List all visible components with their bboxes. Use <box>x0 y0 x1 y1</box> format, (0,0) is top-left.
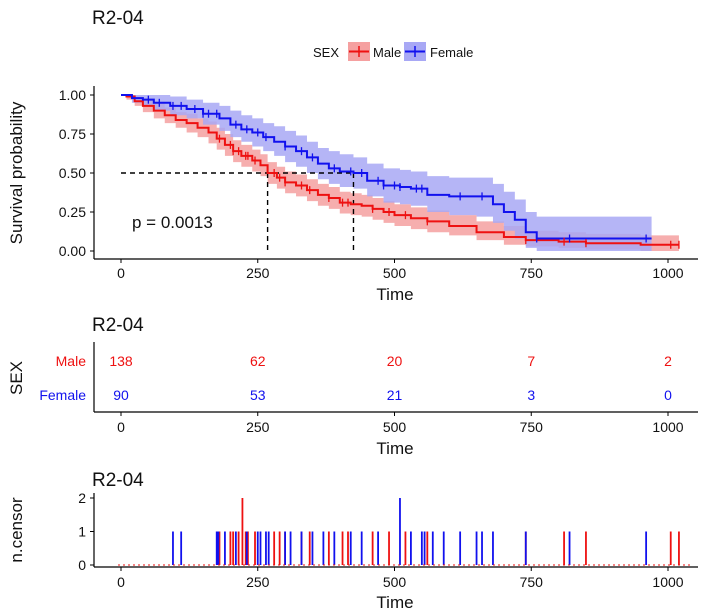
censor-x-tick-label: 1000 <box>652 574 683 590</box>
risk-x-label: Time <box>376 439 413 458</box>
censor-y-label: n.censor <box>7 497 26 563</box>
survival-x-tick-label: 250 <box>246 265 270 281</box>
risk-y-label: SEX <box>7 361 26 395</box>
risk-cell-female: 3 <box>527 387 535 403</box>
censor-x-ticks: 0 250 500 750 1000 <box>117 567 684 590</box>
risk-cell-male: 20 <box>387 353 403 369</box>
legend-label-female: Female <box>430 45 473 60</box>
risk-cell-male: 138 <box>109 353 133 369</box>
risk-cell-female: 90 <box>113 387 129 403</box>
censor-x-tick-label: 750 <box>520 574 544 590</box>
risk-cell-male: 7 <box>527 353 535 369</box>
censor-panel: R2-04 0 1 2 0 250 500 750 1000 Time n.censor <box>7 470 698 612</box>
censor-y-tick-label: 2 <box>78 490 86 506</box>
confidence-bands <box>121 95 679 251</box>
censor-y-tick-label: 1 <box>78 524 86 540</box>
survival-x-ticks: 0 250 500 750 1000 <box>117 259 684 281</box>
survival-y-tick-label: 0.00 <box>59 243 86 259</box>
legend-label-male: Male <box>373 45 401 60</box>
survival-y-label: Survival probability <box>7 101 26 244</box>
risk-cell-male: 2 <box>664 353 672 369</box>
risk-cell-female: 0 <box>664 387 672 403</box>
survival-x-tick-label: 1000 <box>652 265 683 281</box>
risk-x-tick-label: 1000 <box>652 419 683 435</box>
survival-panel: R2-04 SEX Male Female 0.00 0.25 0.50 0.75 1.… <box>7 8 698 304</box>
survival-x-tick-label: 0 <box>117 265 125 281</box>
survival-y-tick-label: 0.50 <box>59 165 86 181</box>
censor-x-tick-label: 500 <box>383 574 407 590</box>
survival-line-female <box>121 94 652 240</box>
risk-x-tick-label: 0 <box>117 419 125 435</box>
risk-table-panel: R2-04 138 62 20 7 2 90 53 21 3 0 Male Female 0 250 5… <box>7 315 698 458</box>
risk-x-tick-label: 500 <box>383 419 407 435</box>
risk-x-tick-label: 250 <box>246 419 270 435</box>
p-value-annotation: p = 0.0013 <box>132 213 213 232</box>
risk-x-tick-label: 750 <box>520 419 544 435</box>
censor-y-tick-label: 0 <box>78 557 86 573</box>
risk-table-title: R2-04 <box>92 315 144 336</box>
survival-title: R2-04 <box>92 8 144 29</box>
censor-y-ticks: 0 1 2 <box>78 490 94 573</box>
censor-bars <box>172 498 680 565</box>
risk-x-ticks: 0 250 500 750 1000 <box>117 412 684 435</box>
risk-table-row-labels: Male Female <box>39 353 86 403</box>
survival-x-label: Time <box>376 285 413 304</box>
survival-y-tick-label: 1.00 <box>59 87 86 103</box>
legend: SEX Male Female <box>313 42 473 61</box>
censor-x-tick-label: 250 <box>246 574 270 590</box>
risk-table-cells: 138 62 20 7 2 90 53 21 3 0 <box>109 353 672 403</box>
censor-x-label: Time <box>376 593 413 612</box>
risk-cell-female: 53 <box>250 387 266 403</box>
risk-row-label-female: Female <box>39 387 86 403</box>
legend-title: SEX <box>313 45 339 60</box>
survival-y-ticks: 0.00 0.25 0.50 0.75 1.00 <box>59 87 94 259</box>
median-lines <box>121 172 355 252</box>
censor-marks <box>147 95 680 249</box>
confidence-band-female <box>121 95 652 251</box>
risk-row-label-male: Male <box>56 353 87 369</box>
survival-y-tick-label: 0.25 <box>59 204 86 220</box>
survival-x-tick-label: 500 <box>383 265 407 281</box>
survival-x-tick-label: 750 <box>520 265 544 281</box>
risk-cell-male: 62 <box>250 353 266 369</box>
risk-cell-female: 21 <box>387 387 403 403</box>
censor-title: R2-04 <box>92 470 144 491</box>
censor-x-tick-label: 0 <box>117 574 125 590</box>
survival-y-tick-label: 0.75 <box>59 126 86 142</box>
